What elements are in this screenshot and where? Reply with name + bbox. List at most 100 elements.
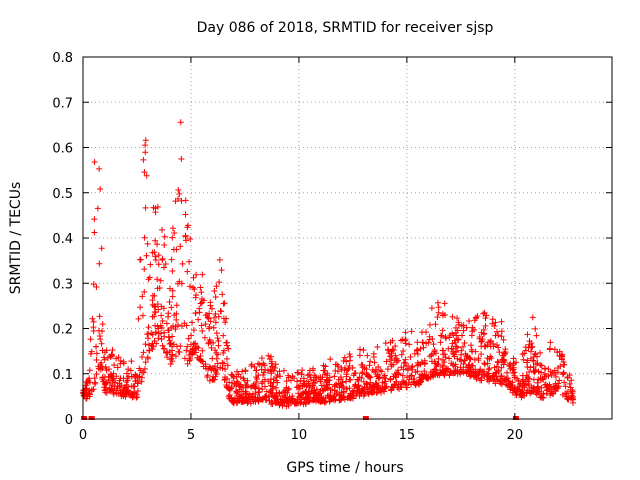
data-point: [387, 356, 394, 363]
data-point: [426, 333, 433, 340]
data-point: [456, 368, 463, 375]
data-point: [472, 314, 479, 321]
data-point: [512, 384, 519, 391]
data-point: [566, 371, 573, 378]
data-point: [221, 300, 228, 307]
data-point: [338, 364, 345, 371]
data-point: [184, 360, 191, 367]
data-point: [435, 361, 442, 368]
data-point: [161, 233, 168, 240]
data-point: [331, 373, 338, 380]
data-point: [176, 191, 183, 198]
data-point: [510, 355, 517, 362]
data-point: [556, 353, 563, 360]
data-point: [127, 367, 134, 374]
data-point: [504, 369, 511, 376]
data-point: [356, 352, 363, 359]
data-point: [498, 364, 505, 371]
data-point: [458, 332, 465, 339]
data-point: [276, 389, 283, 396]
data-point: [481, 330, 488, 337]
data-point: [529, 343, 536, 350]
y-tick-label: 0.4: [52, 232, 73, 247]
data-point: [94, 205, 101, 212]
data-point: [414, 339, 421, 346]
data-point: [261, 383, 268, 390]
data-point: [392, 343, 399, 350]
data-point: [213, 371, 220, 378]
data-point: [423, 329, 430, 336]
data-point: [340, 357, 347, 364]
data-point: [165, 334, 172, 341]
data-point: [470, 370, 477, 377]
data-point: [220, 350, 227, 357]
data-point: [310, 382, 317, 389]
data-point: [397, 381, 404, 388]
data-point: [561, 379, 568, 386]
data-point: [228, 385, 235, 392]
data-point: [423, 340, 430, 347]
data-point: [135, 315, 142, 322]
data-point: [478, 371, 485, 378]
data-point: [113, 373, 120, 380]
data-point: [214, 335, 221, 342]
data-point: [90, 318, 97, 325]
data-point: [141, 266, 148, 273]
data-point: [122, 393, 129, 400]
data-point: [88, 348, 95, 355]
data-point: [500, 336, 507, 343]
data-point: [469, 328, 476, 335]
data-point: [439, 356, 446, 363]
data-point: [86, 393, 93, 400]
data-point: [478, 374, 485, 381]
data-point: [504, 375, 511, 382]
data-point: [169, 293, 176, 300]
data-point: [129, 391, 136, 398]
data-point: [270, 375, 277, 382]
data-point: [150, 343, 157, 350]
data-point: [421, 361, 428, 368]
data-point: [108, 351, 115, 358]
data-point: [128, 358, 135, 365]
data-point: [414, 347, 421, 354]
data-point: [533, 332, 540, 339]
data-point: [185, 335, 192, 342]
data-point: [152, 329, 159, 336]
data-point: [486, 365, 493, 372]
axes: 0 5 10 15 20 0 0.1 0.2 0.3 0.4 0.5 0.6 0.7 0.8: [52, 51, 613, 443]
data-point: [147, 261, 154, 268]
data-point: [324, 392, 331, 399]
data-point: [546, 345, 553, 352]
data-point: [242, 397, 249, 404]
data-point: [189, 319, 196, 326]
data-point: [155, 325, 162, 332]
data-point: [454, 335, 461, 342]
data-point: [97, 336, 104, 343]
data-point: [171, 312, 178, 319]
data-point: [137, 256, 144, 263]
data-point: [442, 354, 449, 361]
data-point: [186, 258, 193, 265]
data-point: [419, 339, 426, 346]
data-point: [90, 281, 97, 288]
data-point: [324, 385, 331, 392]
data-point: [309, 367, 316, 374]
data-point: [528, 384, 535, 391]
data-point: [295, 369, 302, 376]
data-point: [244, 383, 251, 390]
data-point: [142, 142, 149, 149]
data-point: [141, 234, 148, 241]
data-point: [489, 316, 496, 323]
data-point: [165, 327, 172, 334]
data-point: [374, 389, 381, 396]
data-point: [278, 396, 285, 403]
data-point: [211, 314, 218, 321]
data-point: [525, 375, 532, 382]
data-point: [442, 333, 449, 340]
data-point: [466, 317, 473, 324]
data-point: [324, 381, 331, 388]
data-point: [93, 350, 100, 357]
data-point: [272, 395, 279, 402]
data-point: [264, 367, 271, 374]
data-point: [461, 339, 468, 346]
